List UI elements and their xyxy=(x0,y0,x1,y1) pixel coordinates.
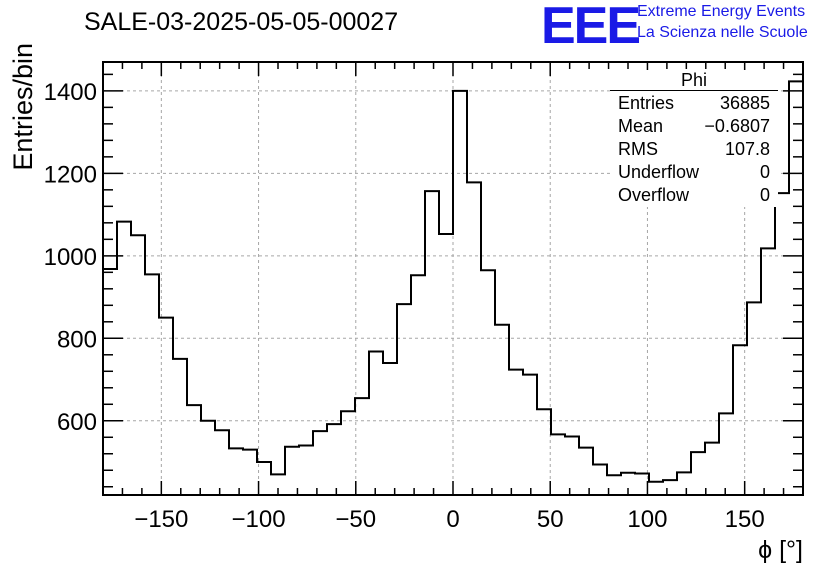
histogram-bin xyxy=(215,430,229,495)
x-tick-label: −50 xyxy=(335,506,376,533)
y-axis-label: Entries/bin xyxy=(8,43,38,171)
x-axis-label: ϕ [°] xyxy=(758,536,803,564)
histogram-bin xyxy=(691,452,705,495)
stats-value: 0 xyxy=(759,185,770,205)
y-tick-labels: 600 800 1000 1200 1400 xyxy=(44,79,97,436)
histogram-bin xyxy=(663,480,677,495)
stats-label: Overflow xyxy=(618,185,690,205)
histogram-bin xyxy=(145,274,159,495)
stats-label: Mean xyxy=(618,116,664,136)
logo-text-line2: La Scienza nelle Scuole xyxy=(637,24,808,41)
x-tick-label: −100 xyxy=(232,506,286,533)
histogram-bin xyxy=(425,191,439,495)
histogram-bin xyxy=(775,193,789,495)
x-tick-label: 150 xyxy=(725,506,765,533)
histogram-bin xyxy=(509,370,523,495)
histogram-bin xyxy=(117,222,131,495)
x-tick-labels: −150 −100 −50 0 50 100 150 xyxy=(134,506,764,533)
y-tick-label: 1000 xyxy=(44,244,97,271)
stats-box: Phi Entries 36885 Mean −0.6807 RMS 107.8… xyxy=(610,70,778,207)
stats-row-mean: Mean −0.6807 xyxy=(610,115,778,138)
stats-label: Underflow xyxy=(618,162,700,182)
stats-row-underflow: Underflow 0 xyxy=(610,161,778,184)
stats-value: 0 xyxy=(759,162,770,182)
histogram-bin xyxy=(243,450,257,495)
y-tick-label: 800 xyxy=(57,326,97,353)
histogram-bin xyxy=(565,436,579,495)
histogram-bin xyxy=(705,443,719,495)
histogram-line xyxy=(103,80,803,483)
y-tick-label: 600 xyxy=(57,409,97,436)
stats-title: Phi xyxy=(610,70,778,91)
stats-row-overflow: Overflow 0 xyxy=(610,184,778,207)
histogram-bin xyxy=(327,424,341,495)
histogram-bin xyxy=(103,269,117,495)
histogram-bin xyxy=(537,409,551,495)
stats-row-entries: Entries 36885 xyxy=(610,92,778,115)
y-tick-label: 1200 xyxy=(44,161,97,188)
histogram-bin xyxy=(677,472,691,495)
x-tick-label: 0 xyxy=(446,506,459,533)
histogram-bin xyxy=(649,482,663,495)
histogram-bin xyxy=(313,431,327,495)
histogram-bin xyxy=(383,363,397,495)
stats-value: −0.6807 xyxy=(704,116,770,136)
histogram-bin xyxy=(187,405,201,495)
stats-row-rms: RMS 107.8 xyxy=(610,138,778,161)
histogram-bin xyxy=(579,448,593,495)
histogram-bin xyxy=(131,235,145,495)
histogram-bin xyxy=(593,464,607,495)
histogram-bin xyxy=(369,351,383,495)
histogram-bin xyxy=(439,234,453,495)
histogram-bin xyxy=(747,302,761,495)
histogram-bin xyxy=(551,434,565,495)
axis-ticks xyxy=(103,62,803,495)
stats-label: Entries xyxy=(618,93,675,113)
histogram-bin xyxy=(173,359,187,495)
stats-value: 36885 xyxy=(719,93,770,113)
eee-logo-mark: EEE xyxy=(541,0,641,55)
chart-title: SALE-03-2025-05-05-00027 xyxy=(84,8,399,36)
histogram-bin xyxy=(285,447,299,495)
histogram-bin xyxy=(719,413,733,495)
x-tick-label: 100 xyxy=(627,506,667,533)
histogram-bin xyxy=(355,398,369,495)
histogram-bin xyxy=(229,448,243,495)
histogram-bin xyxy=(495,325,509,495)
histogram-bin xyxy=(299,446,313,495)
histogram-bin xyxy=(481,270,495,495)
stats-label: RMS xyxy=(618,139,658,159)
y-tick-label: 1400 xyxy=(44,79,97,106)
histogram-bin xyxy=(341,411,355,495)
x-tick-label: −150 xyxy=(134,506,188,533)
stats-value: 107.8 xyxy=(724,139,770,159)
logo-text-line1: Extreme Energy Events xyxy=(637,3,806,20)
x-tick-label: 50 xyxy=(537,506,564,533)
histogram-bin xyxy=(761,248,775,495)
histogram-bin xyxy=(523,375,537,495)
histogram-bin xyxy=(453,91,467,495)
histogram-bin xyxy=(201,421,215,495)
histogram-bin xyxy=(397,304,411,495)
histogram-bin xyxy=(411,275,425,495)
